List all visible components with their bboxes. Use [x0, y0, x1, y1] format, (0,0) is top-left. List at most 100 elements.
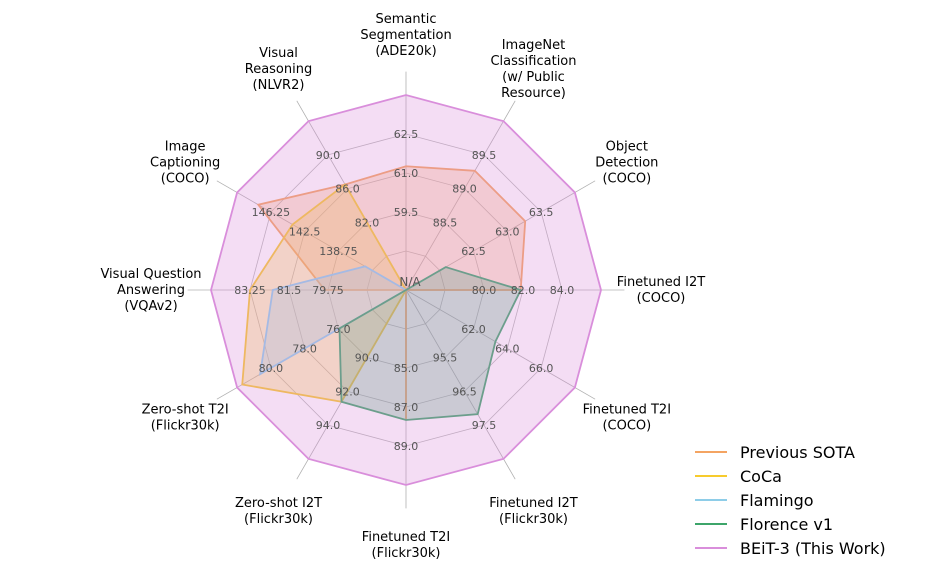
axis-label: Semantic Segmentation (ADE20k)	[360, 12, 451, 59]
series	[210, 94, 602, 486]
legend-label: BEiT-3 (This Work)	[740, 539, 886, 558]
tick-label: 88.5	[433, 216, 458, 229]
axis-label-line: Finetuned T2I	[583, 403, 671, 418]
tick-label: 86.0	[335, 183, 360, 196]
axis-label-line: Finetuned I2T	[617, 275, 705, 290]
tick-label: 76.0	[326, 323, 351, 336]
legend-item[interactable]: Previous SOTA	[695, 443, 855, 462]
series-4	[210, 94, 602, 486]
tick-label: 97.5	[472, 419, 497, 432]
axis-label: Finetuned T2I (Flickr30k)	[362, 530, 450, 561]
axis-label-line: Image	[165, 140, 206, 155]
axis-label: Image Captioning (COCO)	[150, 140, 220, 187]
tick-label: 82.0	[355, 216, 380, 229]
axis-label-line: Visual Question	[100, 267, 201, 282]
tick-label: 89.5	[472, 149, 497, 162]
tick-labels: 80.0 82.0 84.0 62.5 63.0 63.5 88.5 89.0 89.5 59.5…	[234, 128, 574, 453]
tick-label: 78.0	[292, 343, 317, 356]
tick-label: 80.0	[259, 362, 284, 375]
axis-label-line: (Flickr30k)	[244, 512, 313, 527]
tick-label: 66.0	[529, 362, 554, 375]
axis-line-2	[405, 100, 516, 291]
axis-label-line: Object	[606, 140, 648, 155]
legend-item[interactable]: Florence v1	[695, 515, 833, 534]
tick-label: 63.5	[529, 206, 554, 219]
tick-label: 87.0	[394, 401, 419, 414]
axis-label-line: (COCO)	[602, 419, 651, 434]
legend-item[interactable]: Flamingo	[695, 491, 814, 510]
legend-item[interactable]: CoCa	[695, 467, 782, 486]
axis-label-line: Captioning	[150, 156, 220, 171]
axis-label: Visual Question Answering (VQAv2)	[100, 267, 201, 314]
tick-label: 82.0	[511, 284, 536, 297]
tick-label: 59.5	[394, 206, 419, 219]
tick-label: 62.0	[461, 323, 486, 336]
axis-label-line: (ADE20k)	[375, 44, 436, 59]
axis-label-line: (COCO)	[602, 172, 651, 187]
legend-label: Florence v1	[740, 515, 833, 534]
tick-label: 142.5	[289, 226, 321, 239]
tick-label: 85.0	[394, 362, 419, 375]
legend-label: Previous SOTA	[740, 443, 855, 462]
tick-label: 79.75	[312, 284, 344, 297]
tick-label: 62.5	[461, 245, 486, 258]
legend-item[interactable]: BEiT-3 (This Work)	[695, 539, 886, 558]
series-0	[256, 165, 527, 420]
tick-label: 83.25	[234, 284, 266, 297]
center-label: N/A	[399, 275, 421, 289]
axis-label: Object Detection (COCO)	[595, 140, 658, 187]
axis-label-line: Detection	[595, 156, 658, 171]
tick-label: 61.0	[394, 167, 419, 180]
axis-label-line: Finetuned T2I	[362, 530, 450, 545]
legend-label: Flamingo	[740, 491, 814, 510]
tick-label: 81.5	[277, 284, 302, 297]
tick-label: 94.0	[316, 419, 341, 432]
axis-line-11	[405, 289, 596, 400]
tick-label: 84.0	[550, 284, 575, 297]
axis-label-line: (COCO)	[161, 172, 210, 187]
tick-label: 63.0	[495, 226, 520, 239]
axis-label: Finetuned I2T (Flickr30k)	[489, 496, 577, 527]
axis-label-line: Resource)	[501, 86, 566, 101]
tick-label: 90.0	[355, 352, 380, 365]
axis-label: Zero-shot I2T (Flickr30k)	[235, 496, 322, 527]
axis-label-line: (NLVR2)	[253, 78, 305, 93]
tick-label: 89.0	[394, 440, 419, 453]
axis-label-line: Classification	[490, 54, 576, 69]
tick-label: 80.0	[472, 284, 497, 297]
axis-label: Finetuned I2T (COCO)	[617, 275, 705, 306]
tick-label: 96.5	[452, 385, 477, 398]
series-2	[258, 265, 408, 376]
tick-label: 95.5	[433, 352, 458, 365]
axis-label-line: Segmentation	[360, 28, 451, 43]
axis-label-line: (COCO)	[637, 291, 686, 306]
axis-label-line: Visual	[259, 46, 298, 61]
axis-label-line: (Flickr30k)	[151, 419, 220, 434]
tick-label: 64.0	[495, 343, 520, 356]
legend[interactable]: Previous SOTA CoCa Flamingo Florence v1 BEiT…	[695, 443, 886, 558]
axis-label-line: Answering	[117, 283, 185, 298]
axis-label: Finetuned T2I (COCO)	[583, 403, 671, 434]
axis-label-line: Semantic	[376, 12, 437, 27]
axis-label-line: (VQAv2)	[124, 299, 177, 314]
axis-label-line: (Flickr30k)	[372, 546, 441, 561]
tick-label: 62.5	[394, 128, 419, 141]
center: N/A	[399, 275, 421, 289]
axis-label-line: Zero-shot T2I	[142, 403, 229, 418]
legend-label: CoCa	[740, 467, 782, 486]
axis-label-line: Finetuned I2T	[489, 496, 577, 511]
axis-label: ImageNet Classification (w/ Public Resource…	[490, 38, 576, 101]
axis-labels: Finetuned I2T (COCO)Object Detection (COCO)…	[100, 12, 705, 561]
tick-label: 146.25	[252, 206, 291, 219]
tick-label: 89.0	[452, 183, 477, 196]
axis-label: Zero-shot T2I (Flickr30k)	[142, 403, 229, 434]
axis-line-10	[405, 289, 516, 480]
tick-label: 138.75	[319, 245, 358, 258]
series-3	[338, 266, 522, 421]
axis-label-line: (w/ Public	[502, 70, 565, 85]
axis-label-line: (Flickr30k)	[499, 512, 568, 527]
axis-label-line: ImageNet	[502, 38, 566, 53]
tick-label: 92.0	[335, 385, 360, 398]
axis-label-line: Reasoning	[245, 62, 312, 77]
